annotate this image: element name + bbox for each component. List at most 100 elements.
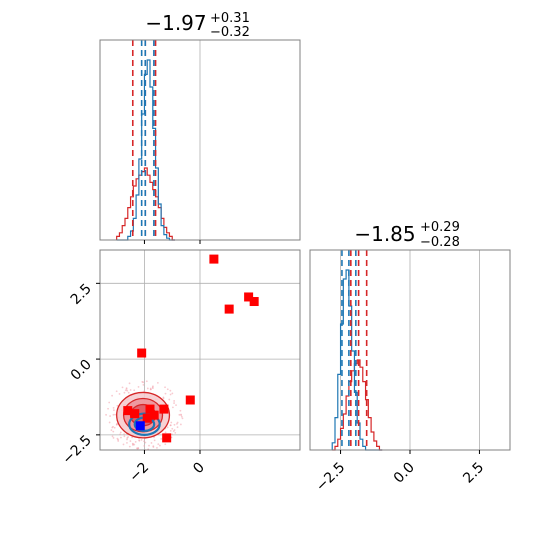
scatter-cloud-point xyxy=(111,426,114,429)
scatter-cloud-point xyxy=(166,426,169,429)
scatter-cloud-point xyxy=(175,404,177,407)
scatter-cloud-point xyxy=(140,439,143,441)
scatter-cloud-point xyxy=(132,444,134,446)
scatter-cloud-point xyxy=(134,440,137,443)
marker-red-5 xyxy=(159,404,169,414)
hist-p2-xlabel-0: −2.5 xyxy=(313,460,348,495)
scatter-cloud-point xyxy=(126,438,128,441)
scatter-cloud-point xyxy=(141,380,144,383)
scatter-cloud-point xyxy=(108,421,111,424)
scatter-cloud-point xyxy=(111,394,114,397)
scatter-cloud-point xyxy=(112,430,115,433)
hist-p2-xlabel-1: 0.0 xyxy=(391,460,418,487)
scatter-cloud-point xyxy=(157,443,160,445)
scatter-cloud-point xyxy=(114,413,117,416)
scatter-cloud-point xyxy=(111,435,114,438)
marker-red-4 xyxy=(149,410,159,420)
scatter-cloud-point xyxy=(105,413,107,416)
scatter-cloud-point xyxy=(179,423,182,426)
scatter-cloud-point xyxy=(176,422,178,425)
scatter-ylabel-1: 0.0 xyxy=(68,357,95,384)
scatter-cloud-point xyxy=(123,433,125,436)
scatter-cloud-point xyxy=(122,443,125,446)
scatter-cloud-point xyxy=(168,398,171,401)
scatter-cloud-point xyxy=(151,387,154,390)
scatter-cloud-point xyxy=(164,431,167,434)
marker-red-8 xyxy=(137,348,147,358)
scatter-cloud-point xyxy=(108,401,111,404)
scatter-cloud-point xyxy=(112,437,115,439)
scatter-cloud-point xyxy=(110,429,113,432)
scatter-cloud-point xyxy=(164,386,166,389)
scatter-cloud-point xyxy=(146,387,149,390)
marker-red-11 xyxy=(244,292,254,302)
panel-hist-p1 xyxy=(99,39,301,244)
scatter-cloud-point xyxy=(113,426,116,429)
scatter-cloud-point xyxy=(119,431,122,434)
scatter-cloud-point xyxy=(112,413,115,416)
hist-p1-blue-series xyxy=(116,59,175,241)
title-p2-plus: +0.29 xyxy=(420,220,460,235)
scatter-cloud-point xyxy=(133,389,136,392)
scatter-cloud-point xyxy=(180,413,182,416)
marker-red-10 xyxy=(224,304,234,314)
scatter-cloud-point xyxy=(109,415,111,417)
scatter-cloud-point xyxy=(153,436,155,439)
scatter-cloud-point xyxy=(156,381,159,384)
scatter-cloud-point xyxy=(173,402,175,404)
scatter-cloud-point xyxy=(112,406,115,409)
marker-red-9 xyxy=(209,254,219,264)
scatter-cloud-point xyxy=(117,440,120,442)
scatter-cloud-point xyxy=(145,380,148,383)
scatter-cloud-point xyxy=(170,421,173,424)
scatter-cloud-point xyxy=(171,433,173,436)
scatter-cloud-point xyxy=(107,407,109,410)
scatter-cloud-point xyxy=(169,429,172,432)
scatter-cloud-point xyxy=(119,433,121,436)
scatter-cloud-point xyxy=(129,440,132,442)
title-p1-plus: +0.31 xyxy=(210,11,250,26)
scatter-cloud-point xyxy=(173,423,176,426)
scatter-cloud-point xyxy=(126,389,129,392)
scatter-cloud-point xyxy=(176,426,179,429)
title-p2-minus: −0.28 xyxy=(420,235,460,250)
scatter-cloud-point xyxy=(142,384,145,386)
scatter-cloud-point xyxy=(164,392,167,395)
scatter-cloud-point xyxy=(160,438,163,440)
scatter-cloud-point xyxy=(162,397,165,400)
scatter-cloud-point xyxy=(150,388,152,391)
scatter-cloud-point xyxy=(126,441,128,444)
scatter-cloud-point xyxy=(144,441,147,444)
panel-scatter-2d xyxy=(96,249,301,454)
scatter-cloud-point xyxy=(164,443,167,446)
scatter-cloud-point xyxy=(137,386,140,388)
marker-red-6 xyxy=(162,433,172,443)
scatter-cloud-point xyxy=(128,382,131,385)
panel-hist-p2 xyxy=(309,249,511,454)
scatter-cloud-point xyxy=(179,409,182,412)
marker-red-7 xyxy=(185,395,195,405)
scatter-cloud-point xyxy=(121,386,124,389)
scatter-cloud-point xyxy=(116,404,119,407)
scatter-xlabel-0: −2 xyxy=(126,460,152,486)
scatter-cloud-point xyxy=(115,390,118,393)
scatter-cloud-point xyxy=(126,437,129,439)
scatter-cloud-point xyxy=(116,437,119,440)
scatter-cloud-point xyxy=(153,439,156,442)
marker-red-0 xyxy=(123,406,133,416)
scatter-cloud-point xyxy=(120,436,122,439)
scatter-cloud-point xyxy=(128,445,131,448)
scatter-cloud-point xyxy=(136,447,139,450)
scatter-cloud-point xyxy=(143,440,145,443)
scatter-cloud-point xyxy=(169,424,172,427)
scatter-cloud-point xyxy=(173,400,176,402)
scatter-cloud-point xyxy=(172,430,175,433)
scatter-cloud-point xyxy=(123,391,126,394)
scatter-ylabel-0: −2.5 xyxy=(59,432,94,467)
contour-blue-0 xyxy=(128,412,161,436)
scatter-cloud-point xyxy=(181,417,184,420)
scatter-cloud-point xyxy=(125,388,128,390)
scatter-cloud-point xyxy=(169,393,172,396)
scatter-cloud-point xyxy=(172,406,174,409)
marker-blue-0 xyxy=(135,421,145,431)
